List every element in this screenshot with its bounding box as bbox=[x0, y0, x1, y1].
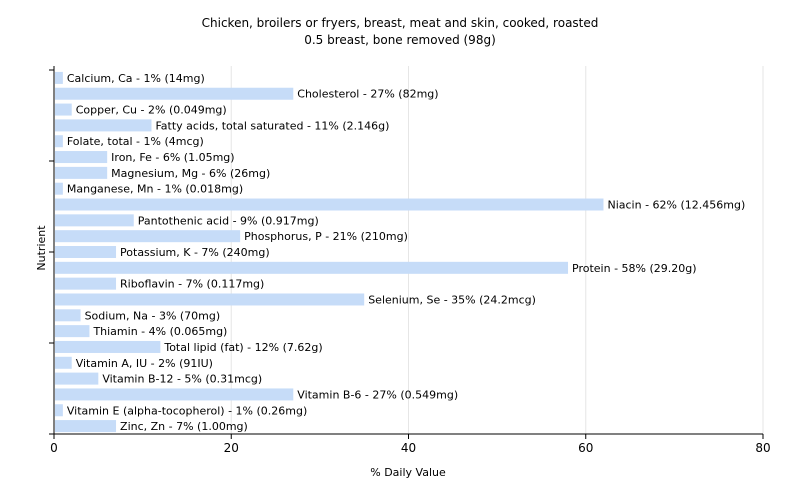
bar-label: Vitamin E (alpha-tocopherol) - 1% (0.26m… bbox=[67, 404, 307, 417]
bar-label: Folate, total - 1% (4mcg) bbox=[67, 135, 204, 148]
bar-label: Copper, Cu - 2% (0.049mg) bbox=[76, 104, 227, 117]
bars bbox=[55, 71, 604, 433]
y-axis-label: Nutrient bbox=[35, 225, 48, 271]
x-tick-label: 80 bbox=[755, 441, 770, 455]
bar bbox=[55, 277, 117, 290]
bar bbox=[55, 230, 241, 243]
bar bbox=[55, 214, 134, 227]
bar-label: Vitamin B-6 - 27% (0.549mg) bbox=[297, 388, 458, 401]
bar bbox=[55, 420, 117, 433]
bar-label: Vitamin B-12 - 5% (0.31mcg) bbox=[102, 373, 262, 386]
bar-label: Vitamin A, IU - 2% (91IU) bbox=[76, 357, 213, 370]
bar bbox=[55, 388, 294, 401]
bar bbox=[55, 119, 152, 132]
bar bbox=[55, 372, 99, 385]
bar bbox=[55, 103, 72, 116]
chart-title: Chicken, broilers or fryers, breast, mea… bbox=[202, 16, 599, 30]
bar-label: Protein - 58% (29.20g) bbox=[572, 262, 697, 275]
bar bbox=[55, 404, 63, 417]
bar bbox=[55, 261, 569, 274]
bar-label: Potassium, K - 7% (240mg) bbox=[120, 246, 270, 259]
bar bbox=[55, 166, 108, 179]
bar-label: Thiamin - 4% (0.065mg) bbox=[92, 325, 227, 338]
bar-label: Sodium, Na - 3% (70mg) bbox=[85, 309, 221, 322]
bar bbox=[55, 71, 63, 84]
bar bbox=[55, 182, 63, 195]
bar-label: Selenium, Se - 35% (24.2mcg) bbox=[368, 293, 536, 306]
bar-label: Pantothenic acid - 9% (0.917mg) bbox=[138, 214, 319, 227]
x-tick-label: 0 bbox=[50, 441, 58, 455]
bar-label: Phosphorus, P - 21% (210mg) bbox=[244, 230, 408, 243]
bar-label: Calcium, Ca - 1% (14mg) bbox=[67, 72, 205, 85]
bar bbox=[55, 151, 108, 164]
bar-label: Cholesterol - 27% (82mg) bbox=[297, 88, 438, 101]
chart-subtitle: 0.5 breast, bone removed (98g) bbox=[304, 33, 496, 47]
bar bbox=[55, 135, 63, 148]
x-tick-label: 40 bbox=[401, 441, 416, 455]
bar-label: Riboflavin - 7% (0.117mg) bbox=[120, 278, 264, 291]
bar bbox=[55, 356, 72, 369]
bar-label: Fatty acids, total saturated - 11% (2.14… bbox=[155, 119, 389, 132]
bar bbox=[55, 87, 294, 100]
x-axis-ticks: 0 20 40 60 80 bbox=[50, 434, 771, 455]
bar-label: Magnesium, Mg - 6% (26mg) bbox=[111, 167, 270, 180]
bar bbox=[55, 325, 90, 338]
x-tick-label: 60 bbox=[578, 441, 593, 455]
bar-label: Niacin - 62% (12.456mg) bbox=[607, 199, 745, 212]
grid-lines bbox=[230, 66, 764, 434]
bar-labels: Calcium, Ca - 1% (14mg) Cholesterol - 27%… bbox=[67, 72, 745, 433]
bar-label: Iron, Fe - 6% (1.05mg) bbox=[111, 151, 234, 164]
x-axis-label: % Daily Value bbox=[370, 466, 446, 479]
bar bbox=[55, 340, 161, 353]
x-tick-label: 20 bbox=[224, 441, 239, 455]
bar bbox=[55, 246, 117, 258]
bar bbox=[55, 198, 604, 211]
bar bbox=[55, 293, 365, 306]
bar-label: Zinc, Zn - 7% (1.00mg) bbox=[120, 420, 248, 433]
bar-label: Total lipid (fat) - 12% (7.62g) bbox=[163, 341, 322, 354]
bar-label: Manganese, Mn - 1% (0.018mg) bbox=[67, 183, 243, 196]
bar bbox=[55, 309, 81, 322]
